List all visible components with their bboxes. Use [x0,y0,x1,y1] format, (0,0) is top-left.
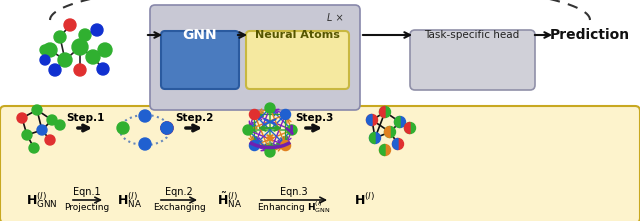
Circle shape [161,122,173,134]
Circle shape [98,43,112,57]
Circle shape [243,125,253,135]
Circle shape [40,55,50,65]
Text: Step.2: Step.2 [175,113,213,123]
Text: L ×: L × [326,13,343,23]
Circle shape [86,50,100,64]
Circle shape [265,103,275,113]
Text: Eqn.3: Eqn.3 [280,187,308,197]
Circle shape [392,139,403,149]
Circle shape [161,122,173,134]
Text: Eqn.1: Eqn.1 [73,187,101,197]
Circle shape [117,122,129,134]
Circle shape [91,24,103,36]
Wedge shape [404,122,410,133]
Circle shape [37,125,47,135]
Text: $\mathbf{H}^{(l)}_{\mathrm{NA}}$: $\mathbf{H}^{(l)}_{\mathrm{NA}}$ [118,190,143,210]
Wedge shape [394,116,400,128]
Wedge shape [161,122,167,134]
Circle shape [385,126,396,137]
Text: Projecting: Projecting [65,202,109,211]
Wedge shape [380,145,385,156]
Circle shape [43,43,57,57]
Circle shape [139,138,151,150]
Circle shape [79,29,91,41]
Circle shape [139,110,151,122]
Circle shape [97,63,109,75]
Circle shape [161,122,173,134]
Circle shape [404,122,415,133]
Circle shape [40,45,50,55]
Circle shape [47,115,57,125]
Circle shape [250,141,259,151]
Circle shape [72,39,88,55]
Circle shape [287,125,297,135]
Wedge shape [369,133,375,143]
Text: Task-specific head: Task-specific head [424,30,520,40]
Text: Prediction: Prediction [550,28,630,42]
Circle shape [74,64,86,76]
Circle shape [54,31,66,43]
Text: Exchanging: Exchanging [152,202,205,211]
Circle shape [367,114,378,126]
Text: $\tilde{\mathbf{H}}^{(l)}_{\mathrm{NA}}$: $\tilde{\mathbf{H}}^{(l)}_{\mathrm{NA}}$ [218,190,243,210]
Circle shape [55,120,65,130]
Circle shape [250,109,259,119]
Text: $\mathbf{H}^{(l)}_{\mathrm{GNN}}$: $\mathbf{H}^{(l)}_{\mathrm{GNN}}$ [26,190,58,210]
Wedge shape [385,126,390,137]
Circle shape [58,53,72,67]
Text: Step.3: Step.3 [295,113,333,123]
Circle shape [17,113,27,123]
Circle shape [45,135,55,145]
Text: GNN: GNN [182,28,218,42]
FancyBboxPatch shape [0,106,640,221]
Text: Neural Atoms: Neural Atoms [255,30,339,40]
Circle shape [29,143,39,153]
Text: Step.1: Step.1 [66,113,104,123]
Wedge shape [392,139,398,149]
Circle shape [380,107,390,118]
FancyBboxPatch shape [410,30,535,90]
Wedge shape [380,107,385,118]
FancyBboxPatch shape [246,31,349,89]
Circle shape [280,109,291,119]
Circle shape [22,130,32,140]
Text: Enhancing $\mathbf{H}^{(l)}_{\mathrm{GNN}}$: Enhancing $\mathbf{H}^{(l)}_{\mathrm{GNN… [257,199,331,215]
Text: $\mathbf{H}^{(l)}$: $\mathbf{H}^{(l)}$ [355,192,376,208]
Circle shape [280,141,291,151]
Text: Eqn.2: Eqn.2 [165,187,193,197]
Circle shape [265,147,275,157]
FancyBboxPatch shape [161,31,239,89]
Circle shape [49,64,61,76]
Circle shape [380,145,390,156]
Circle shape [32,105,42,115]
Circle shape [64,19,76,31]
Circle shape [369,133,381,143]
FancyBboxPatch shape [150,5,360,110]
Wedge shape [367,114,372,126]
Circle shape [394,116,406,128]
